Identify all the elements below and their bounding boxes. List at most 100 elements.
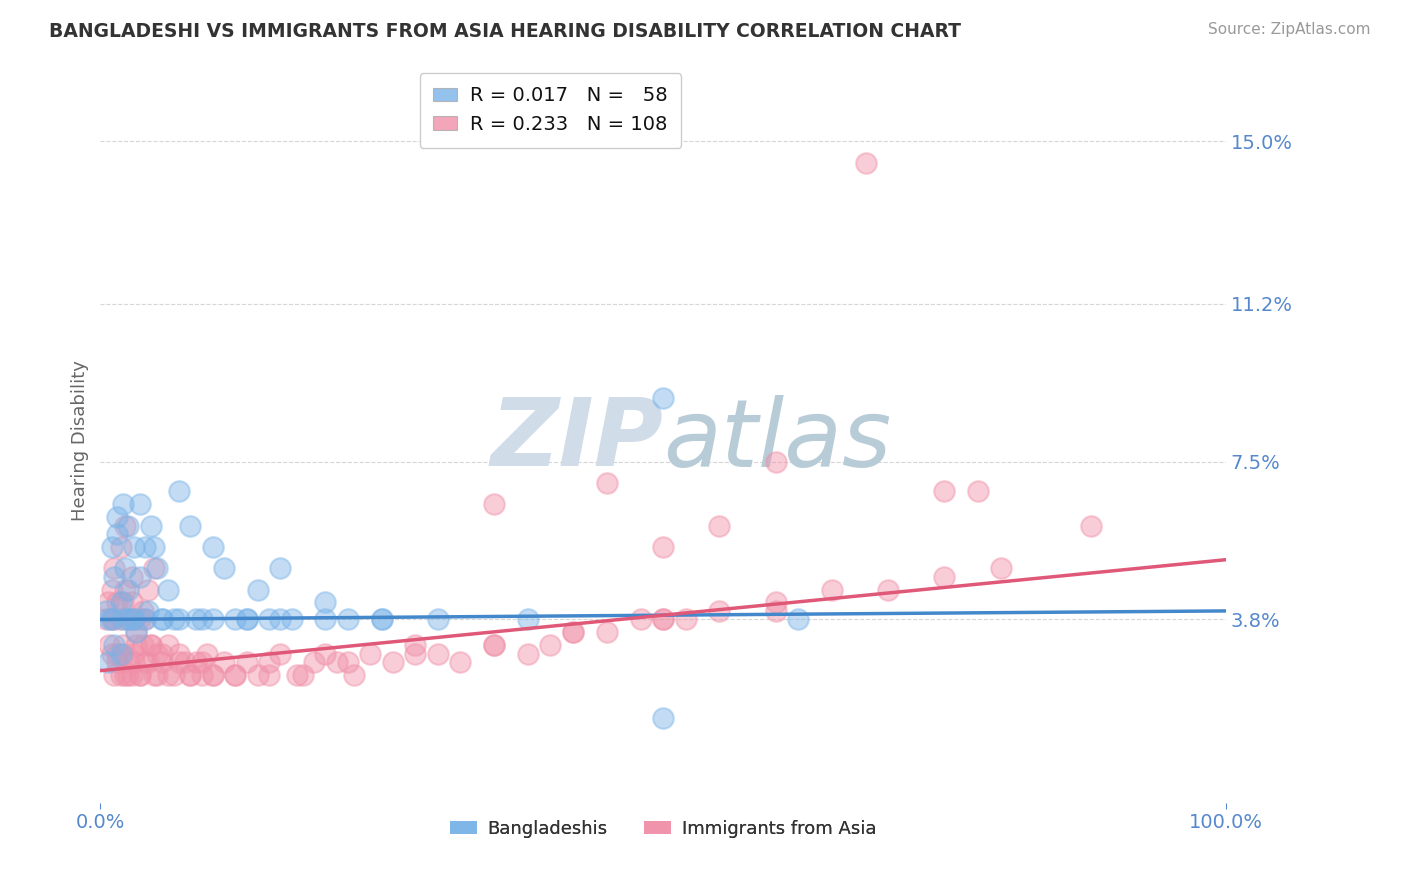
- Point: [100, 647, 122, 661]
- Point: [381, 655, 404, 669]
- Point: [134, 655, 156, 669]
- Point: [128, 668, 150, 682]
- Point: [110, 668, 132, 682]
- Point: [132, 638, 155, 652]
- Point: [224, 668, 246, 682]
- Point: [100, 612, 122, 626]
- Point: [596, 475, 619, 490]
- Point: [128, 668, 150, 682]
- Point: [145, 668, 167, 682]
- Point: [100, 540, 122, 554]
- Point: [336, 612, 359, 626]
- Point: [257, 612, 280, 626]
- Point: [195, 647, 218, 661]
- Point: [94, 612, 117, 626]
- Point: [114, 582, 136, 597]
- Point: [134, 540, 156, 554]
- Point: [94, 604, 117, 618]
- Point: [150, 647, 173, 661]
- Point: [652, 540, 675, 554]
- Point: [652, 391, 675, 405]
- Point: [934, 570, 956, 584]
- Point: [190, 668, 212, 682]
- Point: [167, 612, 190, 626]
- Point: [821, 582, 844, 597]
- Point: [235, 612, 257, 626]
- Point: [787, 612, 810, 626]
- Text: BANGLADESHI VS IMMIGRANTS FROM ASIA HEARING DISABILITY CORRELATION CHART: BANGLADESHI VS IMMIGRANTS FROM ASIA HEAR…: [49, 22, 962, 41]
- Point: [139, 638, 162, 652]
- Y-axis label: Hearing Disability: Hearing Disability: [72, 359, 89, 521]
- Point: [426, 647, 449, 661]
- Point: [179, 668, 201, 682]
- Point: [246, 582, 269, 597]
- Point: [150, 655, 173, 669]
- Point: [855, 156, 877, 170]
- Point: [167, 647, 190, 661]
- Point: [652, 612, 675, 626]
- Point: [709, 604, 731, 618]
- Point: [269, 561, 291, 575]
- Point: [103, 612, 125, 626]
- Point: [145, 647, 167, 661]
- Point: [122, 612, 145, 626]
- Point: [562, 625, 585, 640]
- Point: [630, 612, 652, 626]
- Point: [224, 612, 246, 626]
- Point: [517, 612, 540, 626]
- Point: [269, 647, 291, 661]
- Point: [314, 595, 336, 609]
- Point: [404, 638, 426, 652]
- Point: [125, 625, 148, 640]
- Point: [709, 518, 731, 533]
- Point: [450, 655, 472, 669]
- Point: [136, 655, 159, 669]
- Point: [314, 647, 336, 661]
- Point: [652, 612, 675, 626]
- Point: [190, 655, 212, 669]
- Point: [136, 604, 159, 618]
- Point: [132, 604, 155, 618]
- Point: [342, 668, 364, 682]
- Point: [97, 595, 120, 609]
- Point: [1080, 518, 1102, 533]
- Point: [122, 540, 145, 554]
- Point: [224, 668, 246, 682]
- Point: [121, 595, 143, 609]
- Point: [652, 711, 675, 725]
- Point: [117, 582, 139, 597]
- Point: [990, 561, 1012, 575]
- Point: [145, 561, 167, 575]
- Point: [235, 612, 257, 626]
- Point: [162, 612, 184, 626]
- Point: [111, 612, 134, 626]
- Point: [103, 668, 125, 682]
- Text: atlas: atlas: [664, 395, 891, 486]
- Point: [675, 612, 697, 626]
- Point: [370, 612, 392, 626]
- Point: [150, 612, 173, 626]
- Point: [122, 612, 145, 626]
- Point: [105, 647, 128, 661]
- Point: [765, 454, 787, 468]
- Point: [150, 612, 173, 626]
- Point: [246, 668, 269, 682]
- Point: [134, 612, 156, 626]
- Point: [285, 668, 308, 682]
- Point: [122, 647, 145, 661]
- Point: [167, 655, 190, 669]
- Point: [111, 638, 134, 652]
- Point: [484, 497, 506, 511]
- Point: [562, 625, 585, 640]
- Point: [179, 668, 201, 682]
- Point: [201, 540, 224, 554]
- Point: [257, 668, 280, 682]
- Point: [765, 604, 787, 618]
- Point: [143, 540, 166, 554]
- Point: [190, 612, 212, 626]
- Point: [125, 638, 148, 652]
- Point: [291, 668, 314, 682]
- Text: Source: ZipAtlas.com: Source: ZipAtlas.com: [1208, 22, 1371, 37]
- Point: [139, 518, 162, 533]
- Point: [117, 518, 139, 533]
